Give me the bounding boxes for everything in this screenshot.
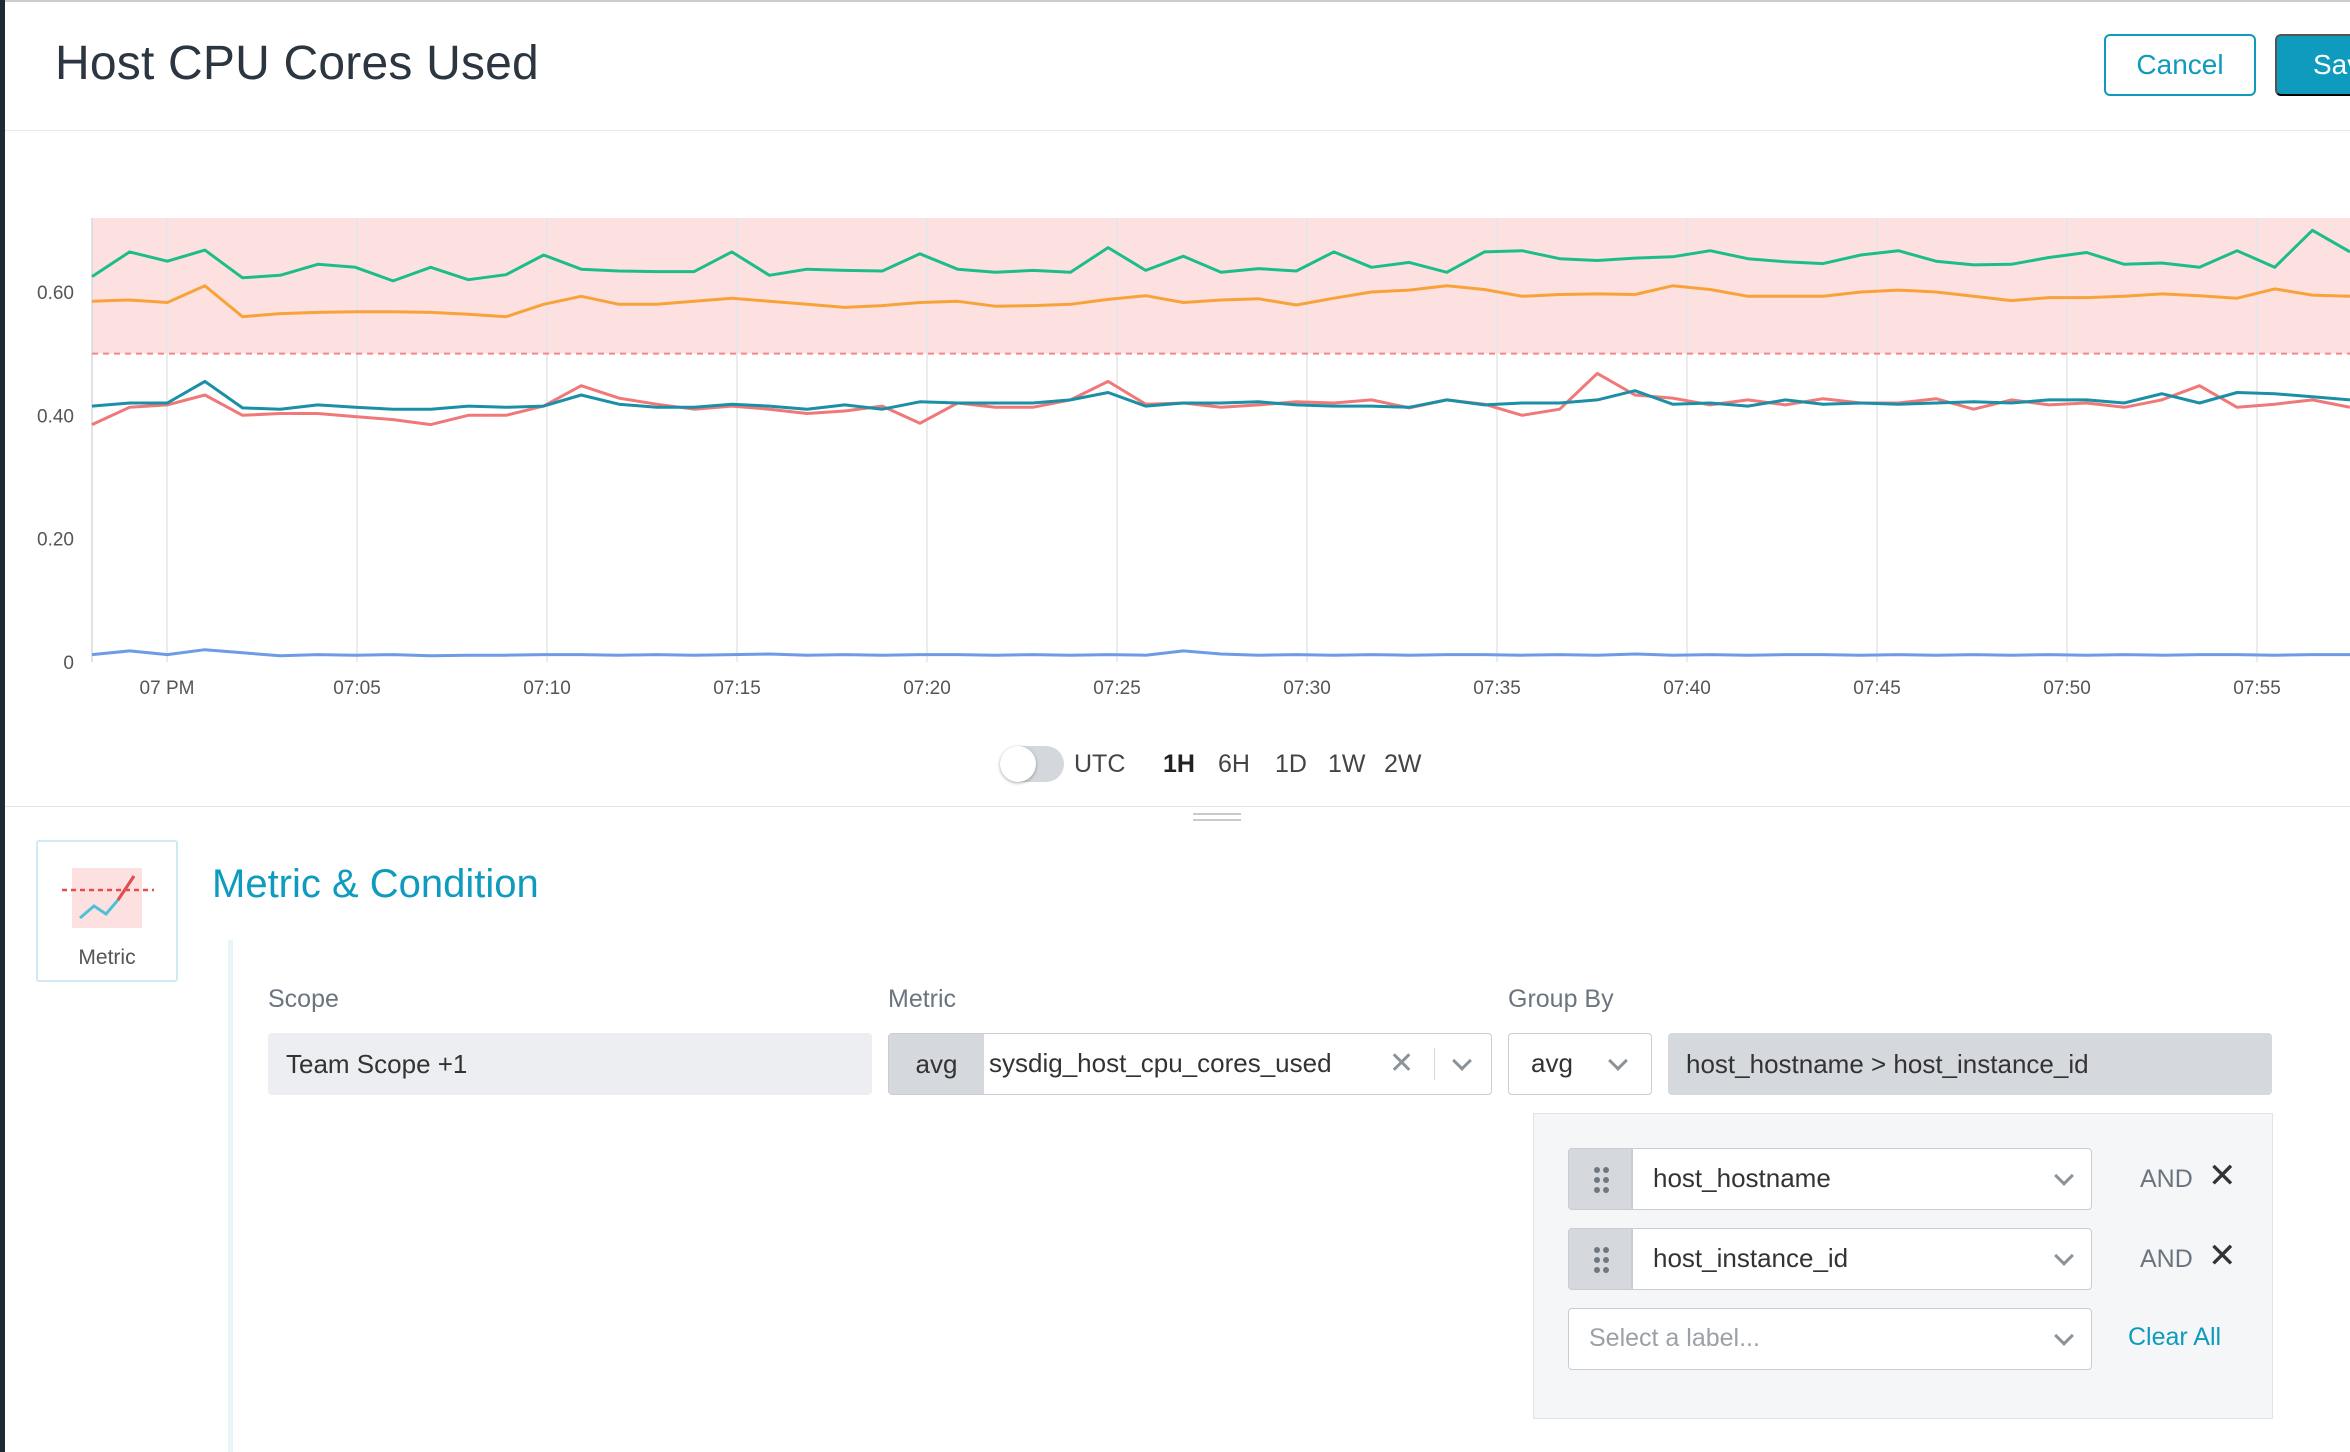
y-tick-label: 0.60 [37,283,74,304]
select-label-placeholder: Select a label... [1589,1324,1760,1352]
chevron-down-icon[interactable] [1608,1051,1628,1071]
section-guide-line [228,940,233,1452]
x-tick-label: 07:40 [1663,678,1711,699]
group-by-label-select[interactable]: host_instance_id [1632,1228,2092,1290]
series-line-4 [91,379,2350,411]
utc-label: UTC [1074,750,1126,778]
threshold-band [92,218,2350,354]
clear-all-link[interactable]: Clear All [2128,1323,2222,1351]
drag-handle-icon[interactable] [1568,1148,1632,1210]
x-icon[interactable]: ✕ [1389,1047,1415,1080]
chevron-down-icon[interactable] [2054,1166,2074,1186]
cancel-button[interactable]: Cancel [2104,34,2256,96]
x-tick-label: 07:15 [713,678,761,699]
group-by-label: Group By [1508,985,1614,1013]
close-icon[interactable]: ✕ [2208,1237,2237,1275]
drag-handle-icon[interactable] [1568,1228,1632,1290]
series-line-1 [91,228,2350,283]
chevron-down-icon[interactable] [1452,1051,1472,1071]
x-tick-label: 07:50 [2043,678,2091,699]
chevron-down-icon[interactable] [2054,1326,2074,1346]
y-tick-label: 0.20 [37,530,74,551]
y-tick-label: 0.40 [37,406,74,427]
and-label: AND [2140,1245,2193,1273]
metric-name: sysdig_host_cpu_cores_used [989,1048,1332,1078]
range-1w[interactable]: 1W [1328,750,1366,778]
scope-field[interactable]: Team Scope +1 [268,1033,872,1095]
cpu-cores-chart: 07 PM 07:05 07:10 07:15 07:20 07:25 07:30 07:35… [37,218,2350,699]
select-separator [1434,1048,1435,1080]
range-6h[interactable]: 6H [1218,750,1250,778]
group-by-label-select[interactable]: host_hostname [1632,1148,2092,1210]
range-1h[interactable]: 1H [1163,750,1195,778]
x-tick-label: 07:45 [1853,678,1901,699]
x-tick-label: 07:35 [1473,678,1521,699]
top-border [0,0,2350,2]
x-tick-label: 07:05 [333,678,381,699]
metric-chart-icon [62,868,154,928]
range-1d[interactable]: 1D [1275,750,1307,778]
group-by-new-row: Select a label... Clear All [1568,1308,2258,1370]
left-nav-strip [0,0,5,1452]
close-icon[interactable]: ✕ [2208,1157,2237,1195]
metric-label: Metric [888,985,957,1013]
metric-tile-label: Metric [78,946,136,969]
group-by-row: host_hostname AND ✕ [1568,1148,2258,1210]
series-line-5 [91,648,2350,658]
panel-divider [5,806,2350,807]
x-tick-label: 07:30 [1283,678,1331,699]
series-line-3 [91,371,2350,427]
group-by-row: host_instance_id AND ✕ [1568,1228,2258,1290]
chevron-down-icon[interactable] [2054,1246,2074,1266]
metric-tile[interactable]: Metric [36,840,178,982]
x-tick-label: 07 PM [140,678,195,699]
group-by-label-value: host_instance_id [1653,1243,1849,1273]
page-header: Host CPU Cores Used Cancel Sav [5,2,2350,131]
range-2w[interactable]: 2W [1384,750,1422,778]
section-title: Metric & Condition [212,862,539,906]
series-line-2 [91,284,2350,319]
and-label: AND [2140,1165,2193,1193]
select-label-dropdown[interactable]: Select a label... [1568,1308,2092,1370]
x-tick-label: 07:10 [523,678,571,699]
utc-toggle-knob[interactable] [1000,746,1036,782]
y-tick-label: 0 [63,653,74,674]
utc-toggle[interactable] [1000,746,1064,782]
group-by-label-value: host_hostname [1653,1163,1831,1193]
page-title: Host CPU Cores Used [55,37,539,90]
x-tick-label: 07:20 [903,678,951,699]
scope-label: Scope [268,985,339,1013]
group-by-summary[interactable]: host_hostname > host_instance_id [1668,1033,2272,1095]
group-by-aggregation-value: avg [1531,1048,1573,1078]
metric-aggregation-select[interactable]: avg [889,1034,984,1094]
group-by-panel: host_hostname AND ✕ host_instance_id AND… [1533,1113,2273,1419]
x-tick-label: 07:25 [1093,678,1141,699]
resize-grip[interactable] [1193,813,1241,821]
save-button[interactable]: Sav [2275,34,2350,96]
group-by-aggregation-select[interactable]: avg [1508,1033,1652,1095]
time-controls: UTC 1H 6H 1D 1W 2W [0,740,2350,800]
x-tick-label: 07:55 [2233,678,2281,699]
metric-select[interactable]: avg sysdig_host_cpu_cores_used ✕ [888,1033,1492,1095]
